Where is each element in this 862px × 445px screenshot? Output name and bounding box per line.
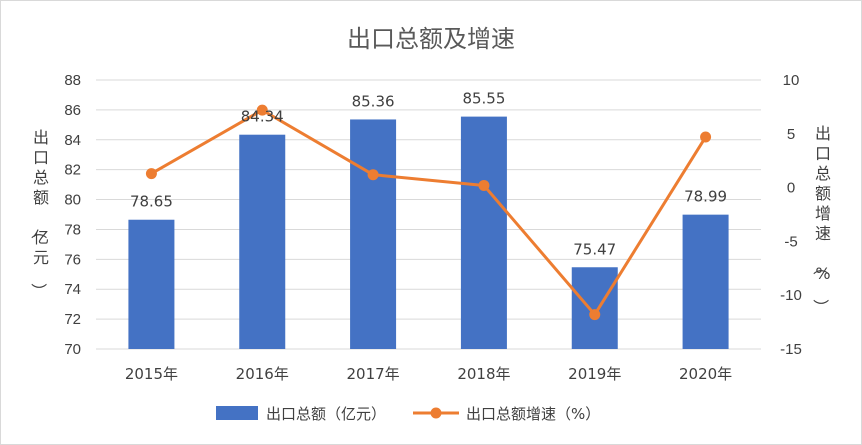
- bar-value-label: 78.65: [130, 193, 173, 211]
- category-label: 2015年: [125, 365, 178, 383]
- legend: 出口总额（亿元） 出口总额增速（%）: [216, 405, 600, 423]
- growth-point: [700, 131, 712, 143]
- right-tick-label: -10: [780, 287, 802, 304]
- chart-title: 出口总额及增速: [347, 25, 515, 53]
- growth-point: [256, 104, 268, 116]
- category-label: 2019年: [568, 365, 621, 383]
- growth-point: [589, 309, 601, 321]
- data-labels: 78.65 84.34 85.36 85.55 75.47 78.99: [130, 90, 727, 259]
- bar: [682, 214, 729, 349]
- x-axis: 2015年 2016年 2017年 2018年 2019年 2020年: [125, 365, 732, 383]
- right-tick-label: 5: [787, 126, 795, 143]
- left-tick-label: 78: [64, 221, 81, 238]
- growth-point: [367, 169, 379, 181]
- category-label: 2020年: [679, 365, 732, 383]
- growth-point: [478, 179, 490, 191]
- right-axis: -15 -10 -5 0 5 10: [780, 72, 802, 358]
- legend-bar-label: 出口总额（亿元）: [266, 405, 386, 423]
- bar: [128, 219, 175, 349]
- bar-series: [128, 116, 729, 349]
- left-tick-label: 74: [64, 281, 81, 298]
- right-tick-label: 10: [783, 72, 800, 89]
- right-tick-label: -5: [784, 233, 797, 250]
- legend-line-label: 出口总额增速（%）: [466, 405, 600, 423]
- right-axis-title: 出口总额增速（%）: [811, 124, 831, 315]
- bar-value-label: 78.99: [684, 188, 727, 206]
- growth-line: [149, 108, 708, 317]
- bar-value-label: 85.55: [462, 90, 505, 108]
- category-label: 2018年: [457, 365, 510, 383]
- line-series: [145, 104, 712, 321]
- right-axis-title-text: 出口总额增速（%）: [811, 124, 831, 315]
- bar: [350, 119, 397, 349]
- bar: [571, 267, 618, 349]
- growth-point: [145, 168, 157, 180]
- legend-line-marker: [430, 407, 442, 419]
- left-tick-label: 86: [64, 102, 81, 119]
- left-tick-label: 72: [64, 311, 81, 328]
- left-tick-label: 80: [64, 192, 81, 209]
- left-tick-label: 82: [64, 162, 81, 179]
- left-axis-title: 出口总额（亿元）: [29, 128, 49, 299]
- left-tick-label: 84: [64, 132, 81, 149]
- category-label: 2016年: [236, 365, 289, 383]
- left-axis-title-text: 出口总额（亿元）: [29, 128, 49, 299]
- gridlines: [96, 79, 761, 350]
- legend-bar-swatch: [216, 406, 258, 420]
- category-label: 2017年: [346, 365, 399, 383]
- bar-value-label: 75.47: [573, 240, 616, 258]
- right-tick-label: -15: [780, 341, 802, 358]
- bar-value-label: 84.34: [241, 108, 284, 126]
- bar: [460, 116, 507, 349]
- left-axis: 70 72 74 76 78 80 82 84 86 88: [64, 72, 81, 358]
- left-tick-label: 70: [64, 341, 81, 358]
- left-tick-label: 76: [64, 251, 81, 268]
- bar: [239, 134, 286, 349]
- left-tick-label: 88: [64, 72, 81, 89]
- right-tick-label: 0: [787, 180, 795, 197]
- bar-value-label: 85.36: [352, 92, 395, 110]
